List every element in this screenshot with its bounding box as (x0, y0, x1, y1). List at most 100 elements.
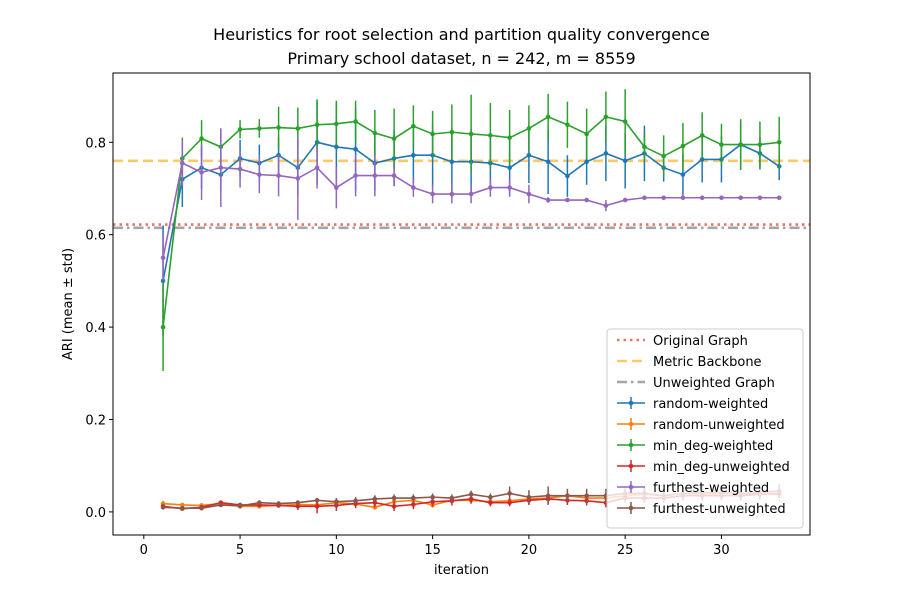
data-point (449, 129, 455, 135)
data-point (661, 153, 666, 159)
data-point (353, 498, 358, 504)
data-point (449, 495, 455, 501)
data-point (218, 502, 224, 508)
x-tick-label: 20 (521, 543, 538, 558)
chart-title: Heuristics for root selection and partit… (213, 25, 710, 68)
data-point (353, 119, 358, 124)
legend-handle-marker (628, 463, 634, 469)
data-point (699, 195, 705, 201)
data-point (680, 172, 686, 177)
data-point (738, 142, 743, 147)
data-point (507, 135, 512, 140)
data-point (468, 191, 474, 197)
data-point (430, 191, 435, 197)
data-point (237, 127, 243, 132)
data-point (642, 195, 647, 201)
data-point (160, 278, 166, 284)
legend-label: min_deg-weighted (653, 439, 773, 454)
data-point (411, 152, 416, 158)
data-point (776, 195, 782, 201)
data-point (372, 173, 378, 178)
y-tick-label: 0.4 (85, 321, 106, 336)
data-point (603, 203, 609, 208)
data-point (507, 165, 512, 171)
data-point (468, 131, 474, 137)
data-point (430, 494, 435, 500)
data-point (603, 151, 609, 156)
data-point (411, 495, 416, 501)
legend-label: min_deg-unweighted (653, 460, 790, 475)
series-furthest-weighted (160, 128, 782, 281)
data-point (372, 500, 378, 505)
data-point (353, 146, 358, 152)
data-point (237, 166, 243, 172)
legend-label: furthest-weighted (653, 481, 769, 496)
legend-handle-marker (628, 400, 634, 406)
data-point (372, 130, 378, 136)
data-point (449, 191, 455, 197)
data-point (699, 133, 705, 138)
data-point (545, 197, 551, 203)
data-point (276, 501, 281, 506)
data-point (642, 144, 647, 150)
x-tick-label: 30 (713, 543, 730, 558)
data-point (565, 173, 570, 179)
data-point (180, 160, 185, 166)
data-point (411, 185, 416, 190)
x-tick-label: 15 (424, 543, 441, 558)
data-point (545, 114, 551, 120)
data-point (391, 495, 397, 501)
data-point (199, 170, 204, 175)
data-point (257, 172, 262, 177)
x-tick-label: 0 (140, 543, 148, 558)
data-point (372, 504, 378, 510)
legend-label: Metric Backbone (653, 355, 762, 370)
data-point (565, 493, 570, 499)
x-axis-ticks: 0 5 10 15 20 25 30 (140, 535, 730, 558)
data-point (776, 140, 782, 145)
data-point (295, 126, 301, 131)
data-point (314, 165, 320, 171)
legend-label: Unweighted Graph (653, 376, 775, 391)
data-point (488, 133, 493, 138)
data-point (545, 493, 551, 499)
data-point (334, 185, 339, 190)
data-point (257, 126, 262, 131)
data-point (199, 505, 204, 511)
data-point (584, 131, 589, 137)
data-point (295, 500, 301, 505)
data-point (237, 503, 243, 509)
data-point (680, 195, 686, 201)
data-point (622, 197, 628, 203)
data-point (314, 504, 320, 509)
data-point (430, 131, 435, 137)
legend: Original Graph Metric Backbone Unweighted … (606, 328, 804, 529)
data-point (199, 136, 204, 141)
y-axis-ticks: 0.0 0.2 0.4 0.6 0.8 (85, 136, 113, 521)
x-tick-label: 5 (236, 543, 244, 558)
data-point (545, 159, 551, 165)
data-point (488, 494, 493, 500)
data-point (526, 152, 532, 158)
x-axis-label: iteration (434, 563, 489, 578)
data-point (757, 195, 763, 201)
data-point (507, 500, 512, 505)
data-point (353, 173, 358, 178)
data-point (180, 505, 185, 511)
data-point (391, 136, 397, 141)
data-point (372, 496, 378, 502)
data-point (488, 500, 493, 505)
data-point (584, 159, 589, 165)
data-point (507, 185, 512, 190)
data-point (738, 195, 743, 201)
data-point (719, 142, 724, 147)
y-tick-label: 0.2 (85, 414, 106, 429)
data-point (334, 499, 339, 505)
legend-label: random-unweighted (653, 418, 785, 433)
data-point (276, 125, 281, 130)
data-point (411, 502, 416, 507)
data-point (622, 119, 628, 124)
data-point (488, 185, 493, 190)
data-point (565, 197, 570, 203)
